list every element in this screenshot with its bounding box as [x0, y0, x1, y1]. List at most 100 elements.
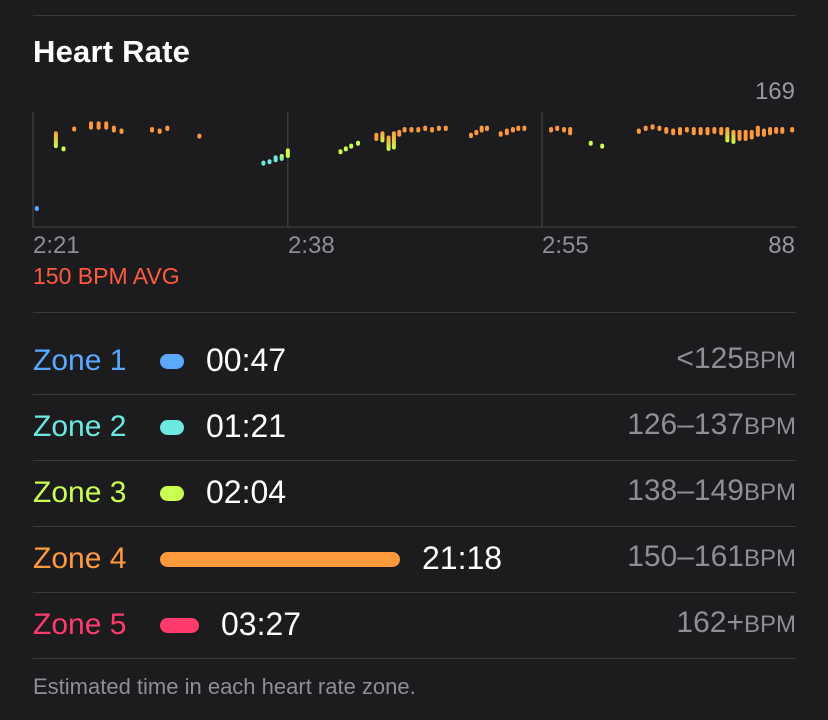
y-axis-min-label: 88	[768, 232, 795, 259]
heart-rate-reading	[650, 124, 655, 130]
heart-rate-reading	[678, 127, 683, 136]
heart-rate-reading	[691, 127, 696, 136]
zone-bpm-range: 162+BPM	[676, 606, 796, 640]
heart-rate-reading	[61, 146, 66, 152]
heart-rate-reading	[755, 125, 760, 137]
zone-range-unit: BPM	[743, 413, 796, 440]
heart-rate-reading	[698, 127, 703, 136]
heart-rate-chart: 169 88 2:21 2:38 2:55 150 BPM AVG	[0, 0, 828, 300]
heart-rate-reading	[386, 135, 391, 151]
heart-rate-reading	[409, 127, 414, 133]
zone-name: Zone 2	[33, 410, 127, 443]
heart-rate-reading	[349, 143, 354, 149]
heart-rate-reading	[516, 125, 521, 132]
heart-rate-reading	[712, 127, 717, 134]
zone-time-bar	[160, 420, 184, 435]
zone-row-2: Zone 2 01:21 126–137BPM	[33, 395, 796, 461]
heart-rate-reading	[96, 121, 101, 130]
heart-rate-reading	[34, 206, 39, 212]
zone-name: Zone 5	[33, 608, 127, 641]
heart-rate-reading	[338, 149, 343, 155]
row-divider	[33, 658, 796, 659]
heart-rate-reading	[562, 127, 567, 133]
zone-time-bar	[160, 486, 184, 501]
heart-rate-reading	[719, 127, 724, 136]
heart-rate-reading	[568, 127, 573, 136]
heart-rate-reading	[643, 125, 648, 132]
heart-rate-reading	[671, 128, 676, 136]
heart-rate-reading	[600, 143, 605, 149]
row-divider	[33, 592, 796, 593]
heart-rate-reading	[374, 132, 379, 141]
zone-name: Zone 3	[33, 476, 127, 509]
heart-rate-reading	[53, 131, 58, 149]
heart-rate-reading	[279, 154, 284, 161]
heart-rate-reading	[555, 125, 560, 132]
heart-rate-reading	[104, 121, 109, 130]
page-title: Heart Rate	[33, 34, 191, 69]
zone-time-bar	[160, 354, 184, 369]
heart-rate-reading	[749, 129, 754, 140]
average-bpm-label: 150 BPM AVG	[33, 263, 180, 289]
heart-rate-reading	[356, 140, 361, 146]
heart-rate-reading	[402, 127, 407, 133]
heart-rate-reading	[261, 160, 266, 166]
zone-range-value: <125	[676, 342, 744, 375]
heart-rate-plot	[32, 111, 797, 228]
heart-rate-reading	[430, 127, 435, 133]
heart-rate-reading	[267, 159, 272, 165]
heart-rate-reading	[150, 127, 155, 133]
heart-rate-reading	[165, 125, 170, 132]
zone-name: Zone 4	[33, 542, 127, 575]
zone-range-unit: BPM	[743, 611, 796, 638]
heart-rate-reading	[416, 127, 421, 133]
zone-row-3: Zone 3 02:04 138–149BPM	[33, 461, 796, 527]
heart-rate-reading	[504, 128, 509, 136]
heart-rate-reading	[549, 127, 554, 133]
zone-name: Zone 1	[33, 344, 127, 377]
x-tick-label: 2:55	[542, 232, 589, 259]
heart-rate-reading	[436, 125, 441, 132]
zone-time: 00:47	[206, 342, 287, 378]
heart-rate-reading	[197, 133, 202, 139]
heart-rate-reading	[725, 127, 730, 143]
heart-rate-reading	[479, 125, 484, 133]
zone-time-bar	[160, 552, 400, 567]
row-divider	[33, 394, 796, 395]
heart-rate-reading	[664, 127, 669, 134]
heart-rate-reading	[273, 155, 278, 163]
heart-rate-reading	[380, 131, 385, 143]
heart-rate-reading	[774, 127, 779, 134]
zone-footnote: Estimated time in each heart rate zone.	[33, 674, 416, 699]
heart-rate-reading	[761, 128, 766, 137]
heart-rate-reading	[391, 131, 396, 150]
heart-rate-reading	[636, 128, 641, 134]
zone-row-1: Zone 1 00:47 <125BPM	[33, 329, 796, 395]
heart-rate-reading	[510, 127, 515, 133]
heart-rate-reading	[684, 127, 689, 133]
zone-time: 02:04	[206, 474, 287, 510]
heart-rate-reading	[474, 129, 479, 136]
heart-rate-reading	[157, 128, 162, 134]
y-axis-max-label: 169	[754, 78, 795, 105]
zone-range-unit: BPM	[743, 347, 796, 374]
zone-bpm-range: 150–161BPM	[627, 540, 796, 574]
zone-range-value: 138–149	[627, 474, 744, 507]
heart-rate-reading	[343, 146, 348, 152]
zone-range-value: 150–161	[627, 540, 744, 573]
heart-rate-reading	[731, 129, 736, 144]
heart-rate-reading	[498, 131, 503, 137]
heart-rate-reading	[443, 125, 448, 132]
zone-row-5: Zone 5 03:27 162+BPM	[33, 593, 796, 659]
zone-range-unit: BPM	[743, 479, 796, 506]
heart-rate-reading	[88, 121, 93, 130]
row-divider	[33, 526, 796, 527]
heart-rate-reading	[588, 140, 593, 146]
heart-rate-reading	[705, 127, 710, 136]
heart-rate-reading	[285, 148, 290, 159]
heart-rate-reading	[522, 125, 527, 132]
heart-rate-reading	[72, 126, 77, 132]
zone-bpm-range: 138–149BPM	[627, 474, 796, 508]
heart-rate-reading	[790, 127, 795, 133]
heart-rate-reading	[737, 129, 742, 141]
